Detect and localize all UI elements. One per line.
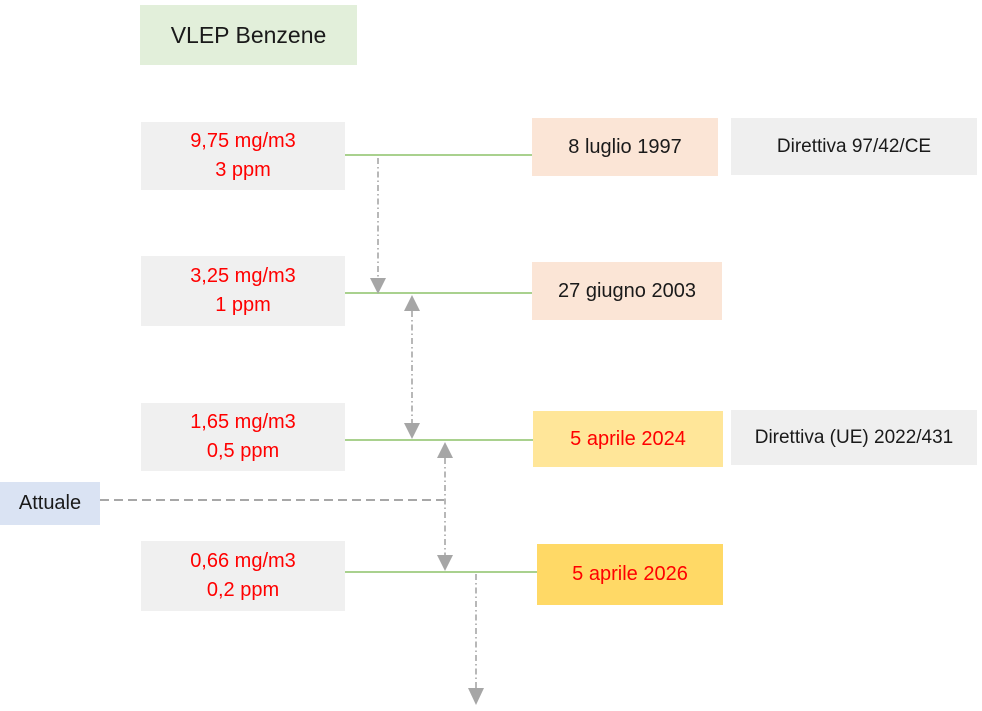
limit-box-1997: 9,75 mg/m3 3 ppm xyxy=(141,122,345,190)
date-box-2003: 27 giugno 2003 xyxy=(532,262,722,320)
attuale-box: Attuale xyxy=(0,482,100,525)
date-box-2024: 5 aprile 2024 xyxy=(533,411,723,467)
limit-mg-value: 0,66 mg/m3 xyxy=(190,550,296,572)
limit-mg-value: 3,25 mg/m3 xyxy=(190,265,296,287)
date-label: 27 giugno 2003 xyxy=(558,279,696,302)
date-label: 5 aprile 2024 xyxy=(570,427,686,450)
arrow-after-2026 xyxy=(468,574,484,705)
limit-mg-value: 1,65 mg/m3 xyxy=(190,411,296,433)
limit-box-2003: 3,25 mg/m3 1 ppm xyxy=(141,256,345,326)
arrow-1997-to-2003 xyxy=(370,158,386,294)
date-label: 8 luglio 1997 xyxy=(568,135,682,158)
arrow-2024-to-2026 xyxy=(437,442,453,571)
date-box-1997: 8 luglio 1997 xyxy=(532,118,718,176)
title-box: VLEP Benzene xyxy=(140,5,357,65)
limit-box-2024: 1,65 mg/m3 0,5 ppm xyxy=(141,403,345,471)
date-label: 5 aprile 2026 xyxy=(572,563,688,585)
limit-mg-value: 9,75 mg/m3 xyxy=(190,130,296,152)
limit-ppm-value: 0,5 ppm xyxy=(206,440,280,462)
directive-label: Direttiva (UE) 2022/431 xyxy=(754,426,954,448)
arrow-2003-to-2024 xyxy=(404,295,420,439)
limit-ppm-value: 1 ppm xyxy=(215,294,271,316)
limit-ppm-value: 0,2 ppm xyxy=(206,579,280,601)
limit-box-2026: 0,66 mg/m3 0,2 ppm xyxy=(141,541,345,611)
attuale-label: Attuale xyxy=(18,492,82,514)
directive-box-UE-2022-431: Direttiva (UE) 2022/431 xyxy=(731,410,977,465)
directive-label: Direttiva 97/42/CE xyxy=(776,135,932,157)
date-box-2026: 5 aprile 2026 xyxy=(537,544,723,605)
limit-ppm-value: 3 ppm xyxy=(215,159,271,181)
diagram-title: VLEP Benzene xyxy=(170,21,327,48)
directive-box-97-42-CE: Direttiva 97/42/CE xyxy=(731,118,977,175)
